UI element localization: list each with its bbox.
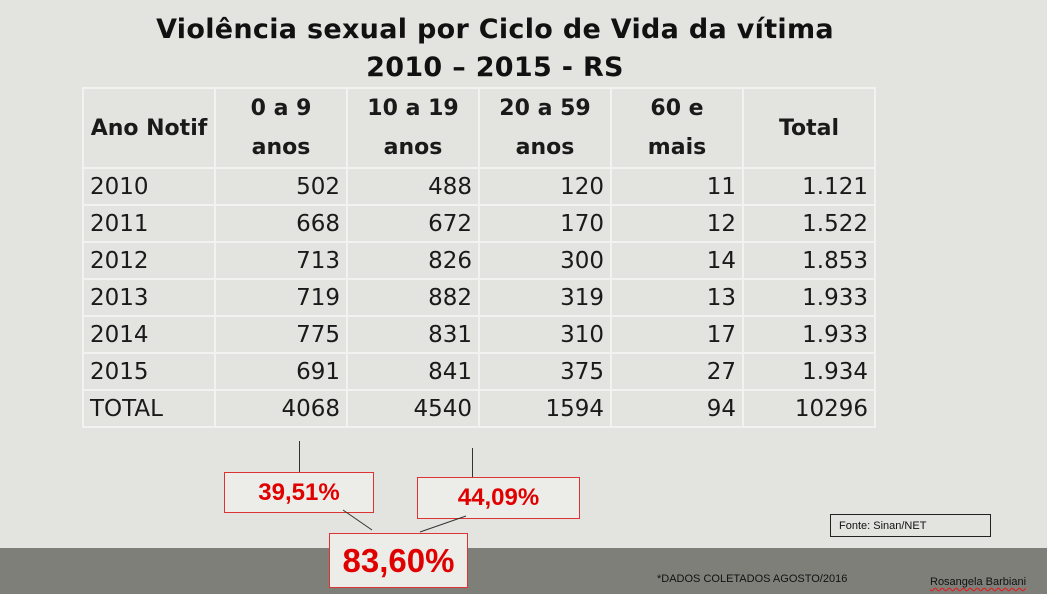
table-row: TOTAL 4068 4540 1594 94 10296 — [82, 389, 876, 428]
table-cell: 14 — [610, 241, 744, 280]
table-cell: 4540 — [346, 389, 480, 428]
connector-line-0-9 — [299, 441, 300, 472]
table-cell: 831 — [346, 315, 480, 354]
author-name: Rosangela Barbiani — [930, 576, 1027, 588]
table-header-cell: 10 a 19 anos — [346, 87, 480, 169]
table-row: 2010 502 488 120 11 1.121 — [82, 167, 876, 206]
table-row: 2011 668 672 170 12 1.522 — [82, 204, 876, 243]
table-cell: 27 — [610, 352, 744, 391]
table-cell: 11 — [610, 167, 744, 206]
table-cell: 713 — [214, 241, 348, 280]
table-cell: 719 — [214, 278, 348, 317]
table-cell: 1.522 — [742, 204, 876, 243]
footer-bar — [0, 548, 1047, 594]
table-cell: 882 — [346, 278, 480, 317]
table-cell: 826 — [346, 241, 480, 280]
table-cell: 2014 — [82, 315, 216, 354]
table-header-cell: 20 a 59 anos — [478, 87, 612, 169]
table-cell: 300 — [478, 241, 612, 280]
percent-callout-total: 83,60% — [329, 533, 468, 588]
data-table: Ano Notif 0 a 9 anos 10 a 19 anos 20 a 59 a… — [82, 87, 876, 428]
table-cell: 502 — [214, 167, 348, 206]
table-cell: 13 — [610, 278, 744, 317]
table-cell: 1.933 — [742, 315, 876, 354]
percent-callout-10-19: 44,09% — [417, 477, 580, 519]
source-box: Fonte: Sinan/NET — [830, 514, 991, 537]
table-cell: 841 — [346, 352, 480, 391]
table-cell: 10296 — [742, 389, 876, 428]
table-cell: 2011 — [82, 204, 216, 243]
table-row: 2014 775 831 310 17 1.933 — [82, 315, 876, 354]
footnote: *DADOS COLETADOS AGOSTO/2016 — [657, 573, 848, 585]
table-cell: 375 — [478, 352, 612, 391]
page-title: Violência sexual por Ciclo de Vida da ví… — [156, 14, 834, 45]
table-cell: 120 — [478, 167, 612, 206]
connector-line-10-19 — [472, 448, 473, 477]
table-header-row: Ano Notif 0 a 9 anos 10 a 19 anos 20 a 59 a… — [82, 87, 876, 169]
table-cell: 1.934 — [742, 352, 876, 391]
table-header-cell: Total — [742, 87, 876, 169]
table-cell: 691 — [214, 352, 348, 391]
table-cell: 1.121 — [742, 167, 876, 206]
table-cell: 94 — [610, 389, 744, 428]
table-header-cell: 0 a 9 anos — [214, 87, 348, 169]
table-cell: 668 — [214, 204, 348, 243]
table-row: 2012 713 826 300 14 1.853 — [82, 241, 876, 280]
table-cell: 2012 — [82, 241, 216, 280]
table-cell: 2013 — [82, 278, 216, 317]
table-cell: 775 — [214, 315, 348, 354]
table-cell: 17 — [610, 315, 744, 354]
table-cell: 12 — [610, 204, 744, 243]
page-subtitle: 2010 – 2015 - RS — [366, 52, 624, 83]
table-cell: 1.933 — [742, 278, 876, 317]
table-cell: 4068 — [214, 389, 348, 428]
table-cell: 1.853 — [742, 241, 876, 280]
table-cell: 2010 — [82, 167, 216, 206]
table-cell: 170 — [478, 204, 612, 243]
table-header-cell: 60 e mais — [610, 87, 744, 169]
table-header-cell: Ano Notif — [82, 87, 216, 169]
table-cell: 488 — [346, 167, 480, 206]
table-cell: 672 — [346, 204, 480, 243]
table-row: 2015 691 841 375 27 1.934 — [82, 352, 876, 391]
table-cell: 310 — [478, 315, 612, 354]
connector-to-total-left — [342, 509, 373, 531]
table-cell: 2015 — [82, 352, 216, 391]
percent-callout-0-9: 39,51% — [224, 472, 374, 513]
table-cell: 1594 — [478, 389, 612, 428]
table-cell: 319 — [478, 278, 612, 317]
table-row: 2013 719 882 319 13 1.933 — [82, 278, 876, 317]
table-cell: TOTAL — [82, 389, 216, 428]
